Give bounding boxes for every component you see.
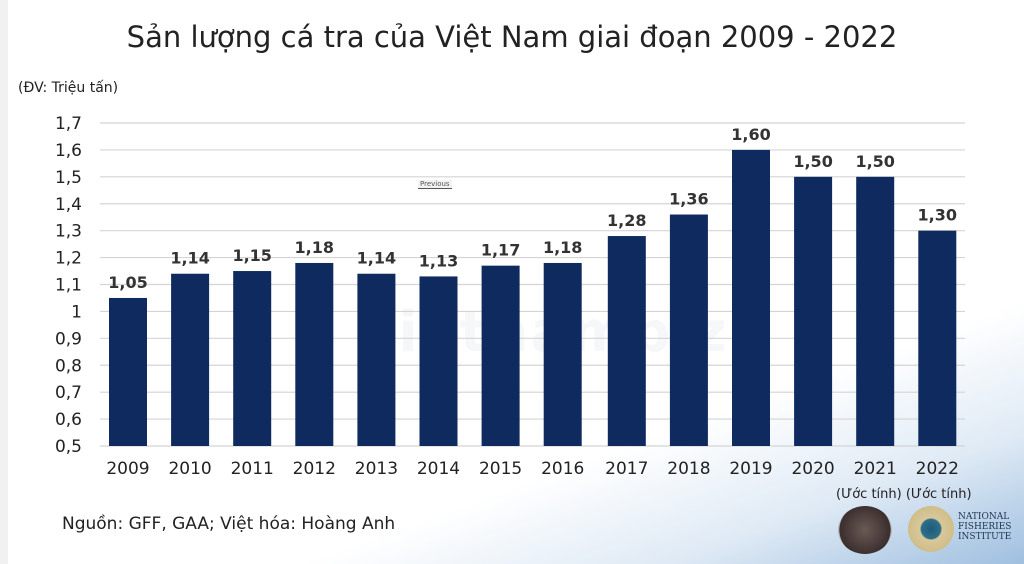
seal-logo — [838, 506, 892, 554]
y-tick-label: 1,5 — [55, 168, 82, 188]
data-label: 1,50 — [855, 152, 894, 171]
nfi-logo-text: NATIONAL FISHERIES INSTITUTE — [958, 512, 1012, 542]
x-tick-label: 2015 — [479, 459, 522, 479]
source-note: Nguồn: GFF, GAA; Việt hóa: Hoàng Anh — [62, 514, 396, 534]
bar — [856, 176, 895, 447]
y-tick-label: 1,7 — [55, 114, 82, 134]
estimate-note: (Ước tính) (Ước tính) — [836, 487, 972, 502]
data-label: 1,05 — [108, 273, 147, 292]
data-label: 1,14 — [170, 249, 209, 268]
bar — [918, 230, 957, 446]
previous-button[interactable]: Previous — [418, 180, 452, 189]
y-tick-label: 1,1 — [55, 276, 82, 296]
data-label: 1,50 — [793, 152, 832, 171]
x-tick-label: 2019 — [729, 459, 772, 479]
bar — [109, 297, 147, 446]
bar — [481, 265, 520, 446]
bar — [357, 273, 396, 446]
x-tick-label: 2014 — [417, 459, 460, 479]
y-tick-label: 0,9 — [55, 329, 82, 349]
y-tick-label: 0,8 — [55, 356, 82, 376]
bar — [543, 262, 582, 446]
x-tick-label: 2016 — [541, 459, 584, 479]
y-tick-label: 1,2 — [55, 249, 82, 269]
x-tick-label: 2011 — [231, 459, 274, 479]
y-tick-label: 1,4 — [55, 195, 82, 215]
data-label: 1,17 — [481, 241, 520, 260]
window-edge — [0, 0, 8, 564]
compass-logo — [908, 506, 954, 552]
data-label: 1,18 — [295, 238, 334, 257]
x-tick-label: 2009 — [106, 459, 149, 479]
x-tick-label: 2017 — [605, 459, 648, 479]
bar — [171, 273, 210, 446]
bar — [669, 214, 708, 446]
data-label: 1,36 — [669, 190, 708, 209]
data-label: 1,30 — [918, 206, 957, 225]
y-tick-label: 0,7 — [55, 383, 82, 403]
data-label: 1,15 — [232, 246, 271, 265]
data-label: 1,28 — [607, 211, 646, 230]
x-tick-label: 2010 — [168, 459, 211, 479]
data-label: 1,60 — [731, 125, 770, 144]
x-tick-label: 2021 — [854, 459, 897, 479]
x-tick-label: 2013 — [355, 459, 398, 479]
bar — [607, 236, 646, 446]
bar — [233, 271, 272, 446]
bar — [794, 176, 833, 447]
bar — [732, 149, 770, 446]
y-tick-label: 1,6 — [55, 141, 82, 161]
y-tick-label: 0,5 — [55, 437, 82, 457]
data-label: 1,14 — [357, 249, 396, 268]
data-label: 1,13 — [419, 251, 458, 270]
y-tick-label: 1,3 — [55, 222, 82, 242]
data-label: 1,18 — [543, 238, 582, 257]
y-tick-label: 1 — [71, 302, 82, 322]
chart-title: Sản lượng cá tra của Việt Nam giai đoạn … — [126, 20, 898, 54]
y-tick-label: 0,6 — [55, 410, 82, 430]
x-tick-label: 2022 — [916, 459, 959, 479]
bar — [419, 276, 458, 446]
unit-label: (ĐV: Triệu tấn) — [18, 80, 119, 96]
bar — [295, 262, 334, 446]
x-tick-label: 2020 — [791, 459, 834, 479]
x-tick-label: 2018 — [667, 459, 710, 479]
x-tick-label: 2012 — [293, 459, 336, 479]
